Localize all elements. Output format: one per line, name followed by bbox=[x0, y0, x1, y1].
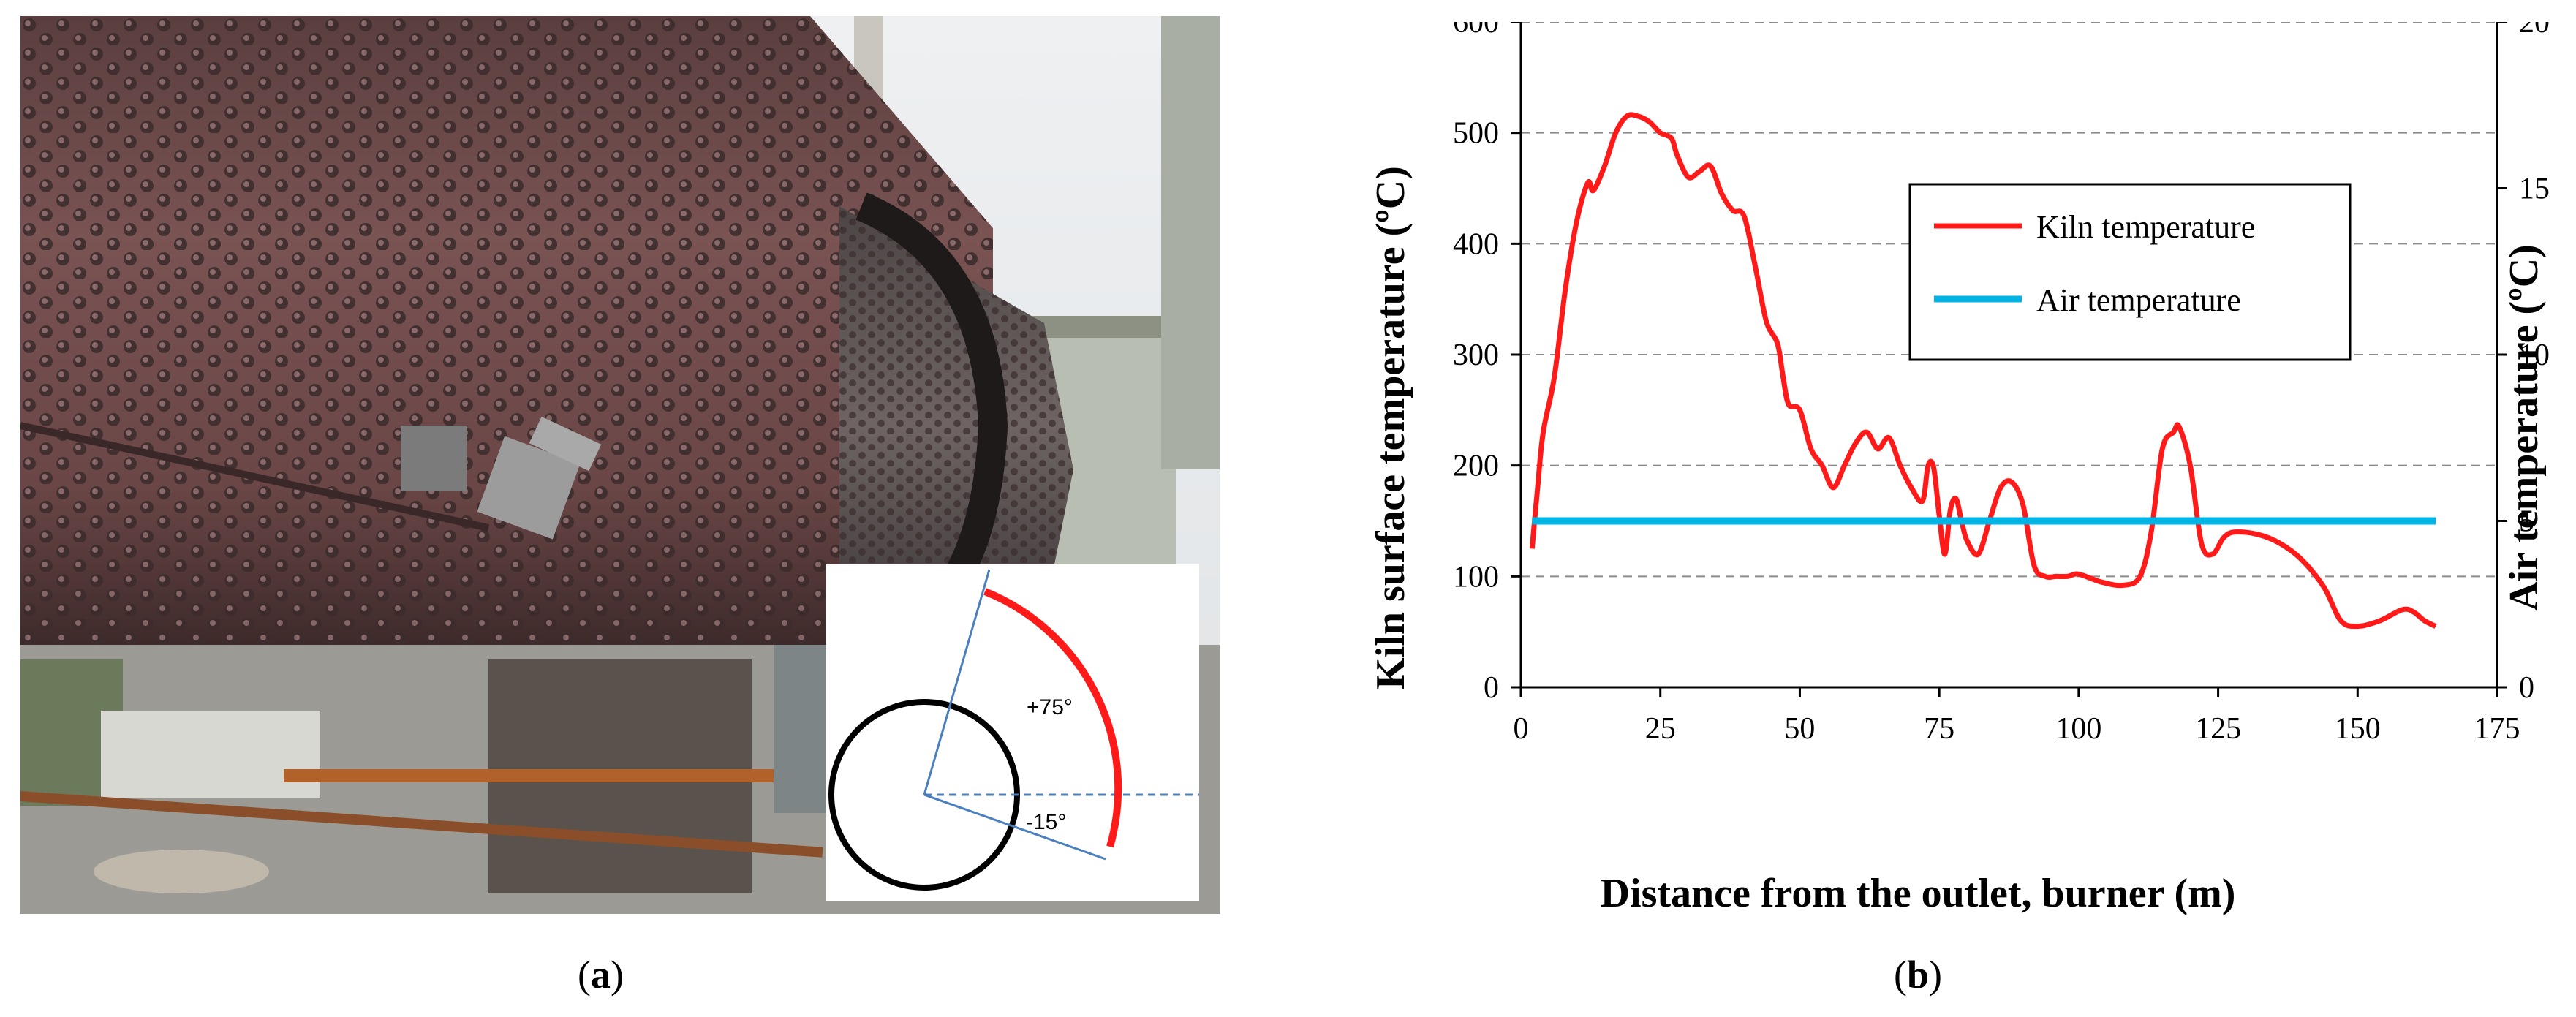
angle-inset: +75° -15° bbox=[826, 564, 1199, 901]
y2-tick-label: 5 bbox=[2519, 505, 2534, 539]
y-tick-label: 300 bbox=[1453, 339, 1499, 372]
x-tick-label: 75 bbox=[1924, 712, 1954, 746]
temperature-chart: 0 25 50 75 100 125 150 175 0 100 200 300 400 500 600 0 5… bbox=[1360, 6, 2576, 943]
y-tick-label: 100 bbox=[1453, 560, 1499, 594]
y2-tick-label: 0 bbox=[2519, 671, 2534, 705]
series-line-kiln-temperature bbox=[1529, 112, 2437, 630]
y-tick-label: 0 bbox=[1484, 671, 1499, 705]
x-tick-label: 100 bbox=[2055, 712, 2101, 746]
x-tick-label: 25 bbox=[1645, 712, 1676, 746]
series bbox=[1529, 112, 2437, 630]
x-tick-label: 150 bbox=[2335, 712, 2381, 746]
y-tick-label: 400 bbox=[1453, 227, 1499, 261]
y2-tick-label: 15 bbox=[2519, 173, 2550, 206]
legend-kiln-label: Kiln temperature bbox=[2036, 209, 2255, 245]
y-axis-label: Kiln surface temperature (ºC) bbox=[1368, 166, 1413, 689]
chart-canvas: 0 25 50 75 100 125 150 175 0 100 200 300 400 500 600 0 5… bbox=[1368, 6, 2550, 916]
ticks: 0 25 50 75 100 125 150 175 0 100 200 300 400 500 600 0 5… bbox=[1453, 6, 2550, 746]
y-tick-label: 500 bbox=[1453, 117, 1499, 151]
y2-tick-label: 20 bbox=[2519, 22, 2550, 39]
legend-air-label: Air temperature bbox=[2036, 282, 2241, 318]
y2-tick-label: 10 bbox=[2519, 339, 2550, 372]
x-axis-label: Distance from the outlet, burner (m) bbox=[1601, 871, 2236, 916]
y-tick-label: 600 bbox=[1453, 22, 1499, 39]
x-tick-label: 50 bbox=[1784, 712, 1815, 746]
angle-upper-label: +75° bbox=[1027, 695, 1073, 719]
kiln-photo: +75° -15° bbox=[19, 16, 1220, 914]
x-tick-label: 0 bbox=[1514, 712, 1529, 746]
x-tick-label: 175 bbox=[2474, 712, 2520, 746]
y-tick-label: 200 bbox=[1453, 450, 1499, 483]
x-tick-label: 125 bbox=[2195, 712, 2241, 746]
panel-b-caption: (b) bbox=[1894, 953, 1943, 997]
kiln-photo-illustration: +75° -15° bbox=[19, 16, 1220, 914]
y2-axis-label: Air temperature (ºC) bbox=[2501, 244, 2547, 611]
angle-lower-label: -15° bbox=[1026, 810, 1066, 834]
legend: Kiln temperature Air temperature bbox=[1908, 183, 2352, 361]
panel-a-caption: (a) bbox=[578, 953, 624, 997]
